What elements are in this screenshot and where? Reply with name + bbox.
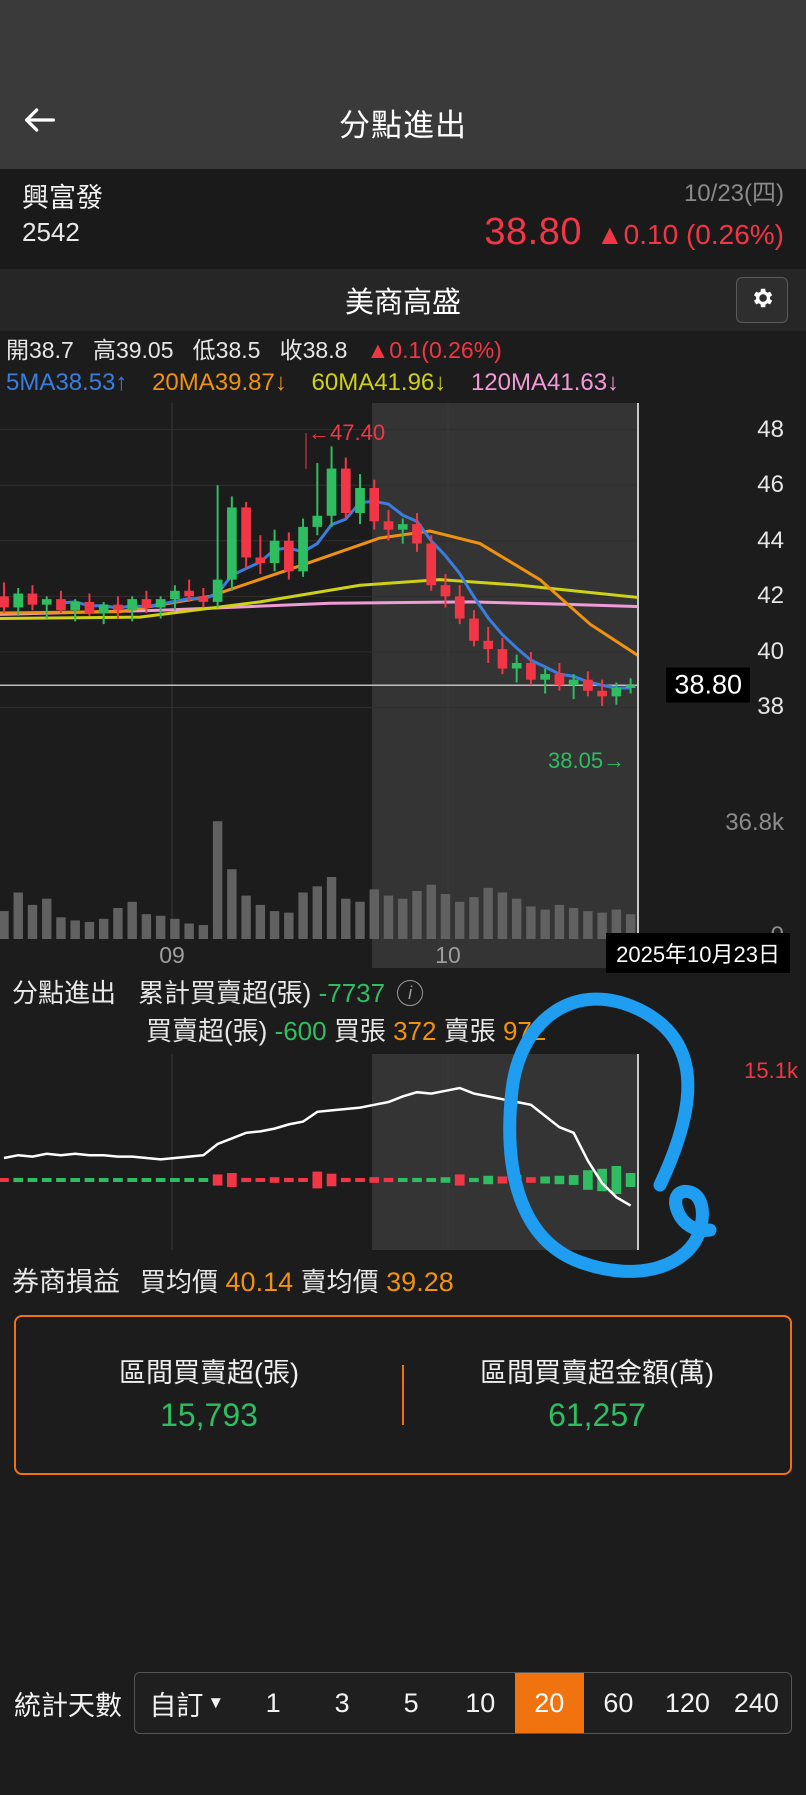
day-option-1[interactable]: 1: [265, 1687, 281, 1718]
candlestick-svg: ←47.40 38.05→ 09 10: [0, 403, 639, 968]
day-option-240[interactable]: 240: [733, 1687, 779, 1718]
price-tick-40: 40: [757, 637, 784, 665]
status-bar: [0, 0, 806, 76]
buy-avg-label: 買均價: [140, 1267, 219, 1297]
day-option-10[interactable]: 10: [465, 1687, 496, 1718]
fendian-chart[interactable]: 15.1k: [0, 1054, 806, 1250]
svg-text:←47.40: ←47.40: [308, 420, 385, 445]
buy-avg-value: 40.14: [225, 1267, 294, 1297]
day-option-20[interactable]: 20: [514, 1673, 584, 1733]
nav-bar: 分點進出: [0, 76, 806, 169]
ohlc-high: 高39.05: [92, 337, 174, 363]
ma20-label: 20MA39.87↓: [152, 369, 287, 396]
cumulative-value: -7737: [318, 978, 386, 1008]
volume-tick-top: 36.8k: [725, 809, 784, 836]
range-net-shares: 區間買賣超(張) 15,793: [16, 1353, 402, 1437]
info-icon[interactable]: i: [397, 980, 424, 1006]
cumulative-label: 累計買賣超(張): [138, 978, 312, 1008]
buy-value: 372: [393, 1016, 437, 1046]
range-net-amount: 區間買賣超金額(萬) 61,257: [404, 1353, 790, 1437]
ma120-label: 120MA41.63↓: [470, 369, 620, 396]
price-tick-48: 48: [757, 415, 784, 443]
chevron-down-icon: ▼: [207, 1693, 225, 1712]
ohlc-open: 開38.7: [6, 337, 74, 363]
ohlc-low: 低38.5: [192, 337, 261, 363]
range-net-shares-title: 區間買賣超(張): [119, 1358, 299, 1388]
arrow-left-icon: [20, 100, 60, 145]
range-net-amount-title: 區間買賣超金額(萬): [480, 1358, 714, 1388]
stock-header[interactable]: 興富發 2542 10/23(四) 38.80 ▲0.10 (0.26%): [0, 169, 806, 269]
stock-price: 38.80: [484, 211, 582, 253]
ma60-label: 60MA41.96↓: [311, 369, 447, 396]
svg-text:10: 10: [435, 942, 461, 968]
sell-value: 972: [502, 1016, 547, 1046]
range-net-shares-value: 15,793: [160, 1397, 258, 1433]
svg-text:38.05→: 38.05→: [548, 748, 625, 773]
stat-divider: [402, 1365, 404, 1425]
ohlc-close: 收38.8: [279, 337, 348, 363]
broker-pnl-row: 券商損益 買均價 40.14 賣均價 39.28: [0, 1250, 806, 1305]
day-option-5[interactable]: 5: [403, 1687, 419, 1718]
svg-text:09: 09: [159, 942, 185, 968]
range-stats-box: 區間買賣超(張) 15,793 區間買賣超金額(萬) 61,257: [14, 1315, 792, 1475]
sell-label: 賣張: [443, 1016, 496, 1046]
settings-button[interactable]: [736, 277, 788, 323]
day-option-3[interactable]: 3: [334, 1687, 350, 1718]
fendian-label: 分點進出: [12, 978, 117, 1008]
gear-icon: [749, 285, 775, 316]
broker-bar: 美商高盛: [0, 269, 806, 331]
price-tick-42: 42: [757, 582, 784, 610]
back-button[interactable]: [0, 76, 80, 169]
page-title: 分點進出: [339, 108, 467, 143]
fendian-info: 分點進出 累計買賣超(張) -7737 i 買賣超(張) -600 買張 372…: [0, 968, 806, 1054]
ma5-label: 5MA38.53↑: [6, 369, 128, 396]
sell-avg-value: 39.28: [386, 1267, 454, 1297]
day-option-custom[interactable]: 自訂 ▼: [135, 1673, 239, 1733]
bottom-padding: [0, 1743, 806, 1795]
price-tick-44: 44: [757, 526, 784, 554]
fendian-svg: [0, 1054, 639, 1250]
broker-name[interactable]: 美商高盛: [344, 287, 461, 319]
ma-row: 5MA38.53↑ 20MA39.87↓ 60MA41.96↓ 120MA41.…: [0, 365, 806, 403]
price-tick-38: 38: [757, 693, 784, 721]
pnl-label: 券商損益: [12, 1267, 120, 1297]
ohlc-change: ▲0.1(0.26%): [366, 337, 502, 363]
day-option-60[interactable]: 60: [603, 1687, 634, 1718]
current-price-tag: 38.80: [666, 667, 750, 703]
day-range-bar: 統計天數 自訂 ▼ 1 3 5 10 20 60 120 240: [0, 1663, 806, 1743]
day-option-120[interactable]: 120: [664, 1687, 710, 1718]
stock-name: 興富發: [22, 183, 103, 213]
net-label: 買賣超(張): [146, 1016, 268, 1046]
range-net-amount-value: 61,257: [548, 1397, 646, 1433]
ohlc-row: 開38.7 高39.05 低38.5 收38.8 ▲0.1(0.26%): [0, 331, 806, 365]
buy-label: 買張: [333, 1016, 386, 1046]
stock-change: ▲0.10 (0.26%): [595, 219, 784, 250]
price-tick-46: 46: [757, 471, 784, 499]
day-range-label: 統計天數: [14, 1690, 122, 1721]
day-option-custom-label: 自訂: [149, 1690, 204, 1721]
stock-code: 2542: [22, 217, 80, 247]
net-value: -600: [274, 1016, 327, 1046]
stock-quote: 10/23(四) 38.80 ▲0.10 (0.26%): [484, 179, 784, 254]
day-range-group: 自訂 ▼ 1 3 5 10 20 60 120 240: [134, 1672, 792, 1734]
date-tooltip: 2025年10月23日: [606, 933, 790, 973]
fendian-axis-top: 15.1k: [744, 1058, 798, 1083]
sell-avg-label: 賣均價: [300, 1267, 379, 1297]
quote-date: 10/23(四): [683, 180, 784, 207]
